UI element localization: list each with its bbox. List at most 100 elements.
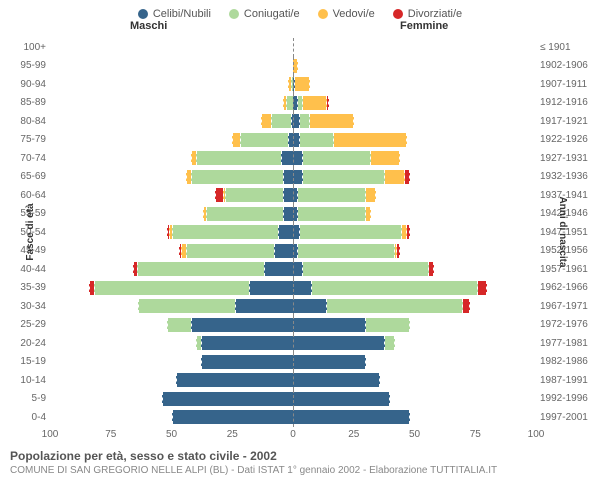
legend-label: Celibi/Nubili <box>153 8 211 20</box>
bar-segment <box>405 170 410 184</box>
male-bars <box>50 186 293 205</box>
bar-segment <box>293 170 303 184</box>
birth-year-label: 1992-1996 <box>536 393 600 404</box>
legend-label: Coniugati/e <box>244 8 300 20</box>
pyramid-row: 35-391962-1966 <box>0 279 600 298</box>
male-bars <box>50 38 293 57</box>
age-label: 0-4 <box>0 412 50 423</box>
birth-year-label: 1977-1981 <box>536 338 600 349</box>
center-line <box>293 57 294 76</box>
age-label: 80-84 <box>0 116 50 127</box>
male-bars <box>50 131 293 150</box>
population-pyramid: Fasce di età Anni di nascita 100+≤ 19019… <box>0 38 600 427</box>
center-line <box>293 390 294 409</box>
bar-segment <box>232 133 239 147</box>
bar-segment <box>397 244 399 258</box>
male-bars <box>50 297 293 316</box>
bars <box>50 112 536 131</box>
center-line <box>293 75 294 94</box>
female-bars <box>293 353 536 372</box>
bars <box>50 168 536 187</box>
x-tick: 25 <box>348 429 359 440</box>
bar-segment <box>293 151 303 165</box>
bar-segment <box>293 410 410 424</box>
age-label: 15-19 <box>0 356 50 367</box>
female-bars <box>293 316 536 335</box>
pyramid-row: 45-491952-1956 <box>0 242 600 261</box>
chart-subtitle: COMUNE DI SAN GREGORIO NELLE ALPI (BL) -… <box>10 465 590 476</box>
bar-segment <box>172 225 279 239</box>
bar-segment <box>312 281 477 295</box>
bar-segment <box>191 318 293 332</box>
bars <box>50 242 536 261</box>
bar-segment <box>407 225 409 239</box>
pyramid-row: 100+≤ 1901 <box>0 38 600 57</box>
bar-segment <box>295 77 310 91</box>
female-bars <box>293 297 536 316</box>
pyramid-row: 95-991902-1906 <box>0 57 600 76</box>
female-bars <box>293 38 536 57</box>
legend-item: Divorziati/e <box>393 8 462 20</box>
bar-segment <box>298 188 366 202</box>
chart-title: Popolazione per età, sesso e stato civil… <box>10 449 590 463</box>
x-tick: 50 <box>166 429 177 440</box>
y-axis-label-right: Anni di nascita <box>557 197 568 268</box>
bar-segment <box>138 299 235 313</box>
age-label: 75-79 <box>0 134 50 145</box>
female-bars <box>293 149 536 168</box>
male-bars <box>50 371 293 390</box>
male-bars <box>50 112 293 131</box>
bar-segment <box>300 114 310 128</box>
female-bars <box>293 334 536 353</box>
center-line <box>293 334 294 353</box>
bar-segment <box>191 170 283 184</box>
x-tick: 100 <box>528 429 545 440</box>
legend-item: Vedovi/e <box>318 8 375 20</box>
bar-segment <box>137 262 263 276</box>
bars <box>50 390 536 409</box>
male-bars <box>50 353 293 372</box>
age-label: 30-34 <box>0 301 50 312</box>
legend-label: Vedovi/e <box>333 8 375 20</box>
bar-segment <box>283 170 293 184</box>
pyramid-row: 50-541947-1951 <box>0 223 600 242</box>
female-bars <box>293 131 536 150</box>
birth-year-label: 1917-1921 <box>536 116 600 127</box>
bar-segment <box>366 318 410 332</box>
pyramid-row: 10-141987-1991 <box>0 371 600 390</box>
birth-year-label: 1967-1971 <box>536 301 600 312</box>
bar-segment <box>293 225 300 239</box>
birth-year-label: 1927-1931 <box>536 153 600 164</box>
bar-segment <box>293 318 366 332</box>
legend-swatch <box>393 9 403 19</box>
age-label: 60-64 <box>0 190 50 201</box>
age-label: 40-44 <box>0 264 50 275</box>
female-bars <box>293 205 536 224</box>
bar-segment <box>478 281 488 295</box>
male-bars <box>50 149 293 168</box>
female-bars <box>293 112 536 131</box>
female-bars <box>293 223 536 242</box>
age-label: 25-29 <box>0 319 50 330</box>
bar-segment <box>283 188 293 202</box>
center-line <box>293 205 294 224</box>
bar-segment <box>463 299 470 313</box>
bars <box>50 408 536 427</box>
female-bars <box>293 390 536 409</box>
bar-segment <box>215 188 222 202</box>
pyramid-row: 30-34 1967-1971 <box>0 297 600 316</box>
bar-segment <box>293 114 300 128</box>
male-bars <box>50 57 293 76</box>
bar-segment <box>186 244 273 258</box>
x-tick: 0 <box>290 429 296 440</box>
bar-segment <box>261 114 271 128</box>
pyramid-row: 40-441957-1961 <box>0 260 600 279</box>
female-bars <box>293 186 536 205</box>
bar-segment <box>264 262 293 276</box>
legend-label: Divorziati/e <box>408 8 462 20</box>
age-label: 90-94 <box>0 79 50 90</box>
bar-segment <box>293 336 385 350</box>
female-bars <box>293 168 536 187</box>
pyramid-row: 65-691932-1936 <box>0 168 600 187</box>
birth-year-label: 1912-1916 <box>536 97 600 108</box>
